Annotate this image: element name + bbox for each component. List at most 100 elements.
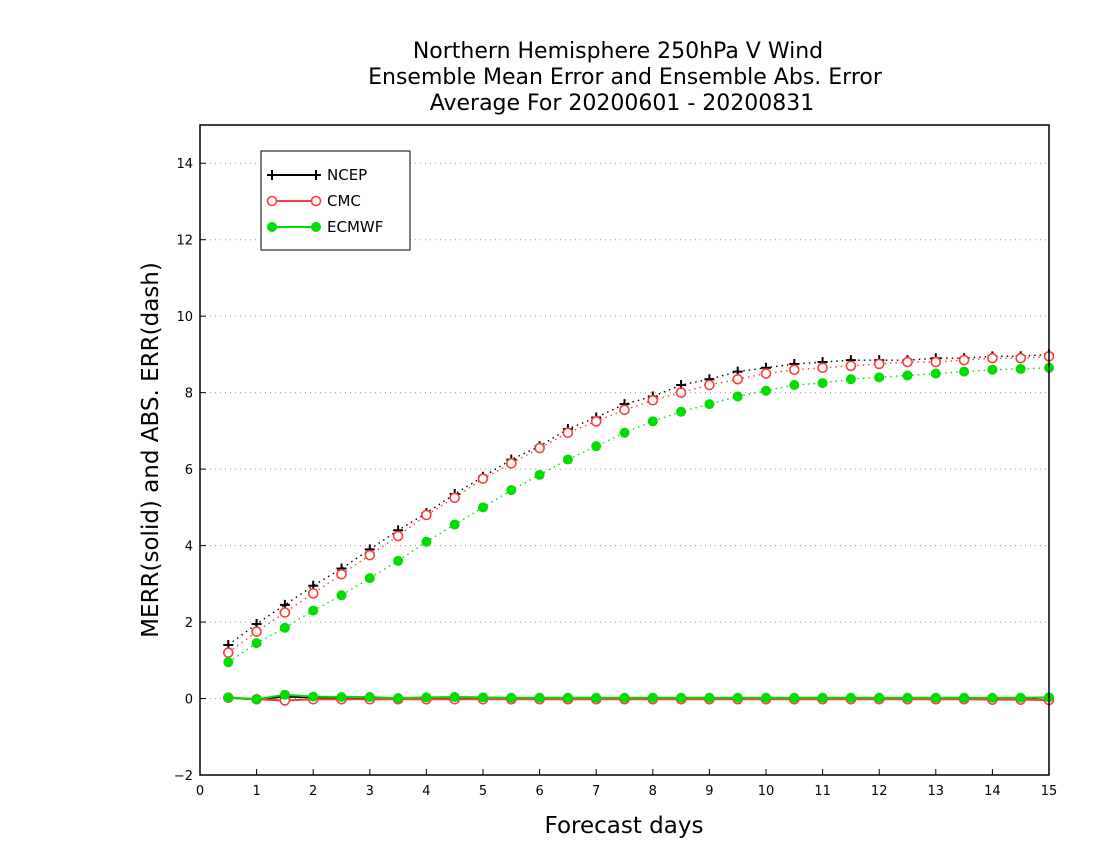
point-cmc-abs-error xyxy=(1015,352,1027,364)
point-ecmwf-abs-error xyxy=(393,555,404,566)
series-cmc-markers xyxy=(223,351,1055,706)
point-ecmwf-abs-error xyxy=(704,399,715,410)
point-ecmwf-mean-error xyxy=(761,692,771,703)
point-ecmwf-mean-error xyxy=(223,692,234,703)
point-ecmwf-mean-error xyxy=(817,692,828,703)
point-cmc-abs-error xyxy=(223,647,234,658)
legend-marker-cmc xyxy=(310,195,322,207)
point-ecmwf-abs-error xyxy=(223,657,234,668)
point-cmc-abs-error xyxy=(817,362,828,374)
point-cmc-abs-error xyxy=(392,530,404,542)
point-cmc-abs-error xyxy=(732,373,744,385)
point-ecmwf-mean-error xyxy=(251,694,262,705)
point-ecmwf-abs-error xyxy=(647,416,658,427)
point-cmc-abs-error xyxy=(336,568,347,580)
legend-marker-ncep xyxy=(267,170,277,180)
point-ecmwf-abs-error xyxy=(761,385,771,396)
x-tick-label: 15 xyxy=(1041,784,1058,799)
point-ecmwf-mean-error xyxy=(421,692,432,703)
x-tick-label: 5 xyxy=(479,784,487,799)
plot-frame xyxy=(199,124,1050,776)
point-ecmwf-abs-error xyxy=(1015,363,1026,374)
series-ncep-abs-error-line xyxy=(227,353,1050,646)
chart-title-line-2: Ensemble Mean Error and Ensemble Abs. Er… xyxy=(368,65,883,90)
point-ecmwf-abs-error xyxy=(478,502,488,513)
point-cmc-abs-error xyxy=(505,458,517,469)
point-cmc-abs-error xyxy=(647,394,659,406)
point-ecmwf-mean-error xyxy=(478,692,488,703)
point-cmc-abs-error xyxy=(788,364,800,376)
point-ecmwf-mean-error xyxy=(534,692,545,703)
y-axis-label: MERR(solid) and ABS. ERR(dash) xyxy=(138,262,164,638)
x-tick-label: 0 xyxy=(196,784,204,799)
x-tick-label: 9 xyxy=(705,784,713,799)
x-tick-label: 14 xyxy=(984,784,1001,799)
point-ecmwf-mean-error xyxy=(987,692,998,703)
point-ecmwf-mean-error xyxy=(874,692,885,703)
point-ecmwf-mean-error xyxy=(562,692,573,703)
point-ecmwf-mean-error xyxy=(619,692,630,703)
point-cmc-abs-error xyxy=(704,379,715,391)
point-ecmwf-mean-error xyxy=(506,692,517,703)
point-ecmwf-abs-error xyxy=(562,454,573,465)
point-ecmwf-mean-error xyxy=(930,692,941,703)
point-cmc-abs-error xyxy=(760,368,772,379)
point-ecmwf-mean-error xyxy=(591,692,602,703)
point-cmc-abs-error xyxy=(675,387,687,398)
point-ecmwf-abs-error xyxy=(732,391,743,402)
x-tick-label: 12 xyxy=(871,784,888,799)
legend-item-ecmwf: ECMWF xyxy=(267,218,383,236)
x-tick-label: 11 xyxy=(814,784,831,799)
point-cmc-abs-error xyxy=(421,509,432,521)
point-cmc-abs-error xyxy=(307,588,319,599)
point-ecmwf-abs-error xyxy=(506,485,517,496)
point-ecmwf-abs-error xyxy=(789,380,800,390)
point-ecmwf-abs-error xyxy=(817,378,828,389)
legend-marker-ecmwf xyxy=(267,222,277,232)
point-cmc-abs-error xyxy=(477,473,489,484)
y-tick-label: 8 xyxy=(185,387,193,402)
point-cmc-abs-error xyxy=(619,404,630,416)
point-ecmwf-mean-error xyxy=(902,692,913,703)
point-ecmwf-mean-error xyxy=(449,692,460,702)
point-ecmwf-mean-error xyxy=(959,692,970,703)
point-cmc-abs-error xyxy=(873,358,885,370)
point-ecmwf-mean-error xyxy=(393,693,404,704)
point-ecmwf-mean-error xyxy=(308,691,319,702)
point-ecmwf-mean-error xyxy=(279,689,290,700)
point-ecmwf-abs-error xyxy=(534,469,545,480)
legend-item-cmc: CMC xyxy=(266,192,361,210)
series-cmc xyxy=(227,355,1050,702)
x-tick-label: 13 xyxy=(928,784,945,799)
y-tick-label: −2 xyxy=(174,769,193,784)
series-ncep xyxy=(227,353,1050,702)
chart-title-line-3: Average For 20200601 - 20200831 xyxy=(430,91,815,116)
point-cmc-abs-error xyxy=(562,427,574,439)
point-ecmwf-mean-error xyxy=(732,692,743,703)
series-ecmwf xyxy=(227,367,1050,701)
point-ecmwf-mean-error xyxy=(1015,692,1026,703)
y-tick-label: 4 xyxy=(185,540,193,555)
point-ecmwf-abs-error xyxy=(845,374,856,385)
point-ecmwf-abs-error xyxy=(619,427,630,438)
point-ecmwf-mean-error xyxy=(845,692,856,703)
point-ecmwf-abs-error xyxy=(930,368,941,379)
y-tick-label: 2 xyxy=(185,616,193,631)
series-layer xyxy=(223,349,1055,706)
point-ecmwf-abs-error xyxy=(279,622,290,633)
point-ecmwf-abs-error xyxy=(421,536,432,547)
x-tick-label: 4 xyxy=(422,784,430,799)
point-ecmwf-abs-error xyxy=(251,638,262,649)
point-cmc-abs-error xyxy=(364,549,376,561)
x-tick-label: 1 xyxy=(252,784,260,799)
point-ecmwf-abs-error xyxy=(902,370,913,381)
point-ecmwf-abs-error xyxy=(676,406,687,417)
point-ecmwf-mean-error xyxy=(647,692,658,703)
point-cmc-abs-error xyxy=(449,492,461,504)
legend-marker-ncep xyxy=(311,170,321,180)
x-tick-label: 3 xyxy=(366,784,374,799)
x-tick-label: 10 xyxy=(758,784,775,799)
legend-label-ecmwf: ECMWF xyxy=(327,218,383,236)
legend-item-ncep: NCEP xyxy=(267,166,367,184)
